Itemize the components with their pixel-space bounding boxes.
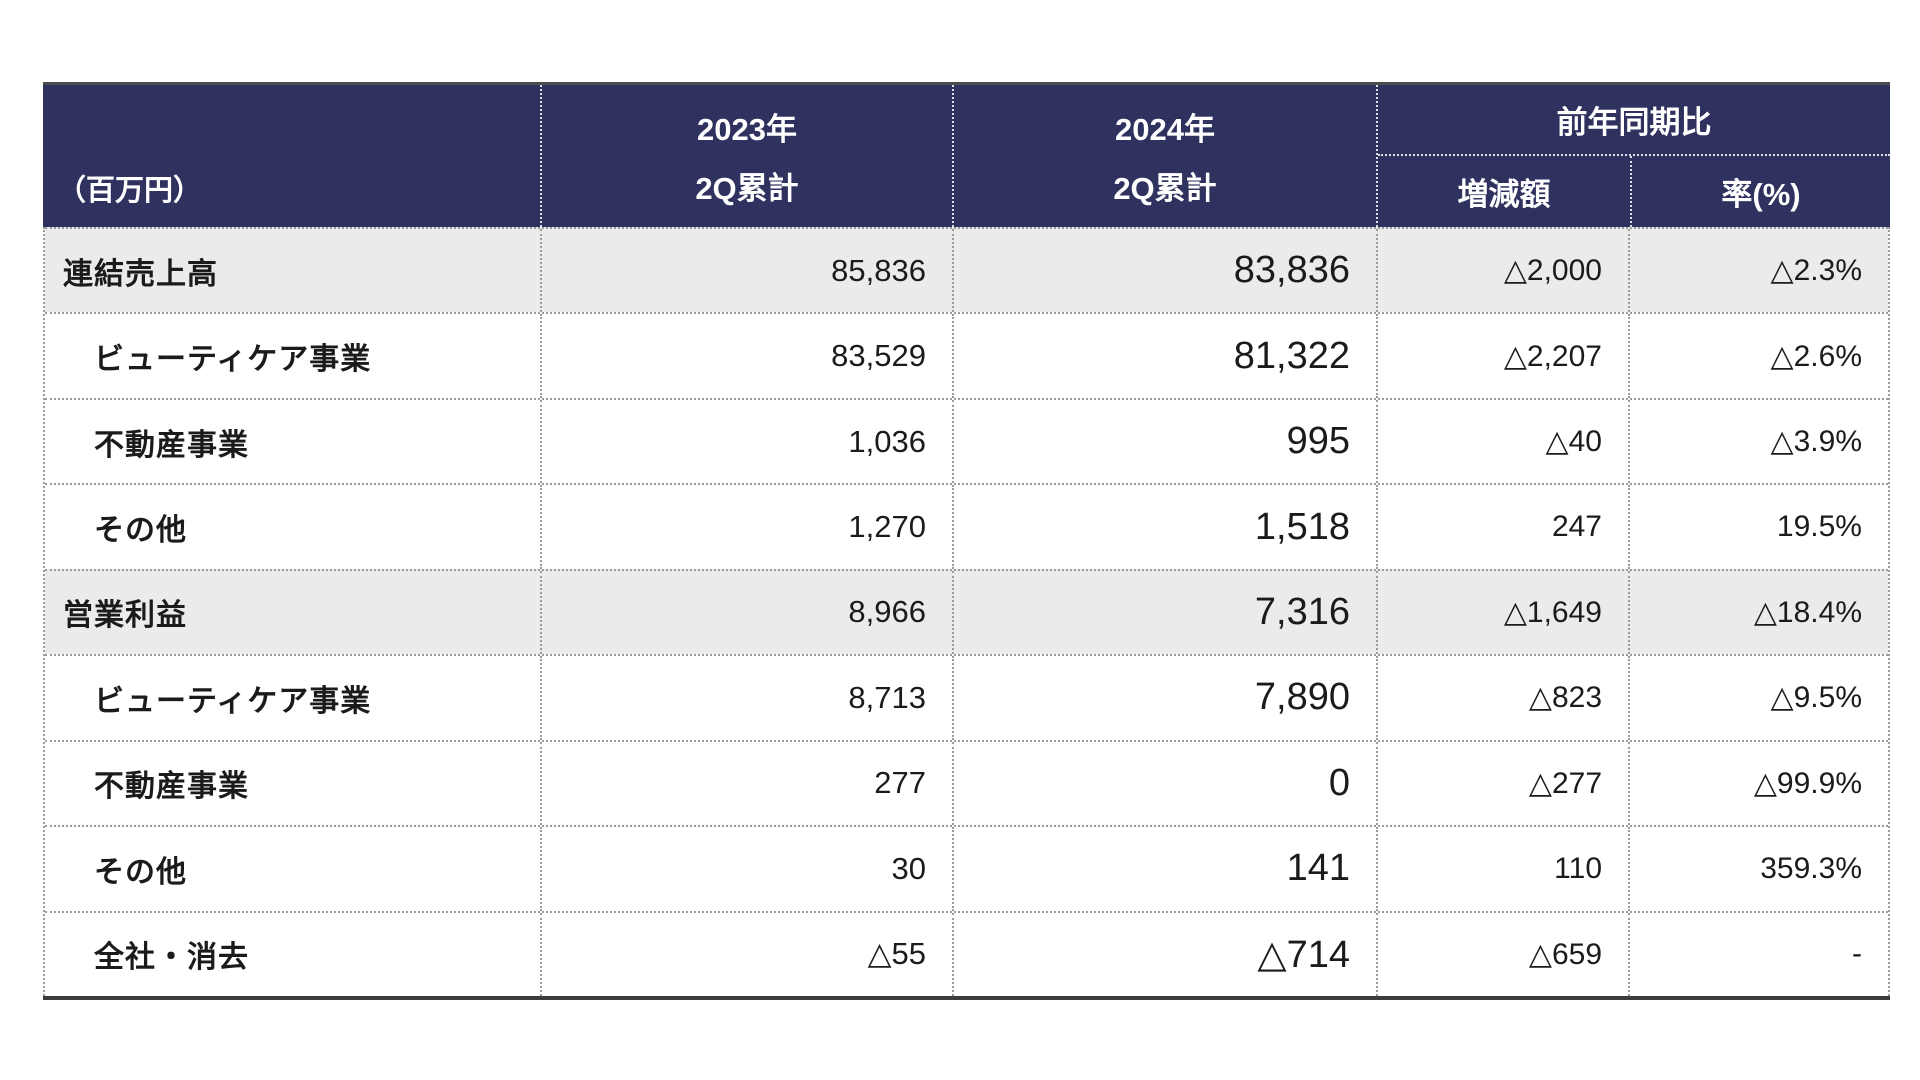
cell-2023: △55 [540,912,952,996]
row-label: 営業利益 [63,599,187,633]
row-label: ビューティケア事業 [94,343,372,377]
cell-diff: 110 [1376,827,1628,911]
cell-2024: 81,322 [952,314,1376,398]
cell-rate: △18.4% [1628,570,1888,655]
row-label: 不動産事業 [94,428,249,462]
table-row-other-profit: その他 30 141 110 359.3% [45,825,1888,911]
cell-2023: 8,713 [540,656,952,740]
table-header: （百万円） 2023年 2Q累計 2024年 2Q累計 前年同期比 増減額 率(… [43,85,1890,227]
cell-2023: 83,529 [540,314,952,398]
cell-diff: △823 [1376,656,1628,740]
cell-rate: △9.5% [1628,656,1888,740]
cell-rate: 359.3% [1628,827,1888,911]
yoy-subheaders: 増減額 率(%) [1378,156,1890,227]
cell-2023: 277 [540,741,952,826]
table-row-operating-profit: 営業利益 8,966 7,316 △1,649 △18.4% [45,568,1888,655]
row-label: その他 [94,514,187,548]
table-row-consolidated-sales: 連結売上高 85,836 83,836 △2,000 △2.3% [45,227,1888,313]
table-row-beautycare-profit: ビューティケア事業 8,713 7,890 △823 △9.5% [45,654,1888,740]
row-label: ビューティケア事業 [94,684,372,718]
cell-2023: 1,270 [540,485,952,569]
cell-rate: △99.9% [1628,741,1888,826]
cell-diff: △1,649 [1376,570,1628,655]
cell-2024: 83,836 [952,229,1376,313]
row-label: 連結売上高 [63,257,218,291]
cell-2024: △714 [952,912,1376,996]
cell-diff: 247 [1376,485,1628,569]
row-label: 全社・消去 [94,941,249,975]
column-header-yoy-group: 前年同期比 増減額 率(%) [1376,85,1890,227]
cell-rate: 19.5% [1628,485,1888,569]
unit-label: （百万円） [57,175,203,207]
column-header-2024-period: 2Q累計 [1113,170,1217,206]
column-header-2024: 2024年 2Q累計 [952,85,1376,227]
column-header-diff: 増減額 [1457,177,1551,212]
table-row-other-sales: その他 1,270 1,518 247 19.5% [45,483,1888,569]
cell-rate: △3.9% [1628,399,1888,484]
cell-2024: 995 [952,399,1376,484]
cell-diff: △40 [1376,399,1628,484]
row-label: 不動産事業 [94,770,249,804]
table-row-realestate-sales: 不動産事業 1,036 995 △40 △3.9% [45,397,1888,484]
table-row-corporate-eliminations: 全社・消去 △55 △714 △659 - [45,910,1888,996]
table-row-beautycare-sales: ビューティケア事業 83,529 81,322 △2,207 △2.6% [45,312,1888,398]
cell-rate: - [1628,912,1888,996]
table-body: 連結売上高 85,836 83,836 △2,000 △2.3% ビューティケア… [43,227,1890,996]
cell-diff: △2,000 [1376,229,1628,313]
cell-2024: 7,316 [952,570,1376,655]
cell-2024: 141 [952,827,1376,911]
cell-2024: 7,890 [952,656,1376,740]
column-header-2023: 2023年 2Q累計 [540,85,952,227]
cell-2024: 0 [952,741,1376,826]
cell-diff: △277 [1376,741,1628,826]
yoy-group-label: 前年同期比 [1378,85,1890,156]
financial-results-table: （百万円） 2023年 2Q累計 2024年 2Q累計 前年同期比 増減額 率(… [43,82,1890,1000]
cell-rate: △2.6% [1628,314,1888,398]
cell-2023: 1,036 [540,399,952,484]
table-row-realestate-profit: 不動産事業 277 0 △277 △99.9% [45,739,1888,826]
cell-rate: △2.3% [1628,229,1888,313]
cell-2023: 30 [540,827,952,911]
row-label: その他 [94,855,187,889]
column-header-rate: 率(%) [1630,156,1890,227]
cell-2023: 8,966 [540,570,952,655]
column-header-2023-period: 2Q累計 [695,170,799,206]
cell-diff: △659 [1376,912,1628,996]
cell-diff: △2,207 [1376,314,1628,398]
column-header-2023-year: 2023年 [697,112,797,148]
cell-2023: 85,836 [540,229,952,313]
cell-2024: 1,518 [952,485,1376,569]
column-header-2024-year: 2024年 [1115,112,1215,148]
